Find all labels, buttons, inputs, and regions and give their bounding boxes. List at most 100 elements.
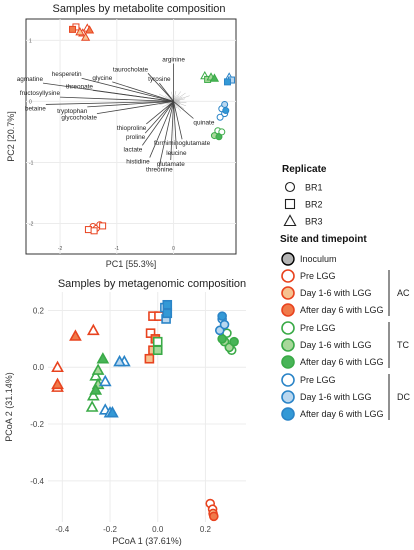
loading-label: tryptophan [57, 108, 88, 115]
loading-label: quinate [193, 119, 214, 126]
sample-point [216, 113, 224, 121]
legend-label-br2: BR2 [305, 200, 323, 210]
legend-label-tc-1: Day 1-6 with LGG [300, 340, 372, 350]
legend-label-ac-0: Pre LGG [300, 271, 336, 281]
loading-label: taurocholate [113, 66, 149, 73]
y-tick-label: -0.2 [30, 420, 44, 429]
sample-point [144, 353, 155, 364]
loading-label: lactate [124, 146, 143, 153]
loading-label: thioproline [117, 125, 147, 132]
x-tick-label: -1 [115, 246, 120, 252]
sample-point [152, 345, 163, 356]
legend-marker-tc-2 [281, 355, 295, 369]
sample-point [106, 406, 119, 418]
sample-point [86, 323, 100, 336]
loading-arrow [146, 101, 174, 125]
legend-label-dc-1: Day 1-6 with LGG [300, 392, 372, 402]
loading-arrow [142, 101, 174, 146]
loading-arrow [149, 101, 174, 158]
loading-label: tyrosine [148, 76, 171, 83]
loading-label: leucine [166, 150, 187, 157]
sample-point [89, 383, 103, 395]
x-tick-label: 0 [172, 246, 175, 252]
loading-line [173, 95, 190, 102]
legend-marker-ac-2 [281, 303, 295, 317]
sample-point [152, 336, 163, 347]
sample-point [96, 352, 110, 364]
y-tick-label: 0.2 [33, 306, 45, 315]
sample-point [162, 308, 173, 319]
sample-point [221, 100, 229, 108]
sample-point [51, 377, 64, 390]
legend-marker-dc-1 [281, 390, 295, 404]
sample-point [219, 319, 230, 330]
loading-label: threonine [146, 166, 173, 173]
sample-point [209, 73, 220, 82]
y-tick-label: 0.0 [33, 363, 45, 372]
legend-marker-tc-0 [281, 321, 295, 335]
y-tick-label: -0.4 [30, 477, 44, 486]
loading-arrow [158, 101, 174, 166]
loading-arrow [45, 101, 174, 105]
x-tick-label: -2 [58, 246, 63, 252]
metabolite-pca-panel: -2 -1 0 1 0 -1 -2 arginine taurocholate tyrosine h… [6, 3, 237, 269]
legend-shape-br2 [284, 198, 296, 210]
legend-label-br1: BR1 [305, 183, 323, 193]
sample-point [69, 329, 82, 341]
sample-point [75, 27, 85, 36]
sample-point [215, 133, 223, 141]
sample-point [89, 369, 103, 381]
sample-point [84, 25, 95, 34]
x-axis-label-top: PC1 [55.3%] [106, 259, 157, 269]
legend-label-dc-0: Pre LGG [300, 375, 336, 385]
legend-title-replicate: Replicate [282, 164, 327, 175]
sample-point [80, 32, 91, 41]
sample-point [223, 78, 231, 86]
x-tick-label: 0.0 [152, 525, 164, 534]
loading-label: arginine [162, 57, 185, 64]
loading-line [173, 92, 186, 102]
loading-line [162, 101, 174, 108]
loading-arrow [96, 101, 174, 115]
x-tick-label: -0.2 [103, 525, 117, 534]
legend-label-ac-2: After day 6 with LGG [300, 305, 384, 315]
x-tick-label: 0.2 [200, 525, 212, 534]
sample-point [99, 222, 107, 230]
sample-point [229, 336, 239, 347]
legend-marker-dc-2 [281, 407, 295, 421]
legend-title-site: Site and timepoint [280, 234, 367, 245]
legend-site-dc: DC [397, 392, 410, 402]
loading-line [173, 100, 180, 102]
loading-arrow [173, 101, 177, 150]
legend-site-tc: TC [397, 340, 409, 350]
loading-label: glycine [92, 75, 112, 82]
sample-point [98, 374, 112, 387]
y-axis-label-top: PC2 [20.7%] [6, 111, 16, 162]
loading-label: formiminoglutamate [154, 140, 211, 147]
plot-frame [25, 18, 237, 255]
loading-line [158, 93, 174, 102]
legend-label-tc-0: Pre LGG [300, 323, 336, 333]
loading-line [173, 101, 182, 112]
legend-marker-ac-0 [281, 269, 295, 283]
legend-marker-ac-1 [281, 286, 295, 300]
legend-label-ac-1: Day 1-6 with LGG [300, 288, 372, 298]
loading-label: betaine [25, 105, 46, 112]
metagenomic-pcoa-panel: -0.4 -0.2 0.0 0.2 0.2 0.0 -0.2 -0.4 Samples by m… [4, 278, 246, 546]
sample-point [217, 311, 227, 321]
y-tick-label: -1 [29, 160, 34, 166]
loading-label: fructosyllysine [20, 90, 61, 97]
loading-label: glycocholate [61, 115, 97, 122]
legend-site-ac: AC [397, 288, 410, 298]
loading-label: proline [126, 134, 146, 141]
sample-point [162, 299, 173, 310]
loading-arrow [144, 101, 174, 134]
x-axis-label-bottom: PCoA 1 (37.61%) [112, 536, 182, 546]
legend-label-tc-2: After day 6 with LGG [300, 357, 384, 367]
legend-marker-inoculum [281, 252, 295, 266]
sample-point [91, 363, 105, 375]
legend-label-br3: BR3 [305, 217, 323, 227]
legend-marker-dc-0 [281, 373, 295, 387]
loading-arrow [159, 82, 174, 102]
